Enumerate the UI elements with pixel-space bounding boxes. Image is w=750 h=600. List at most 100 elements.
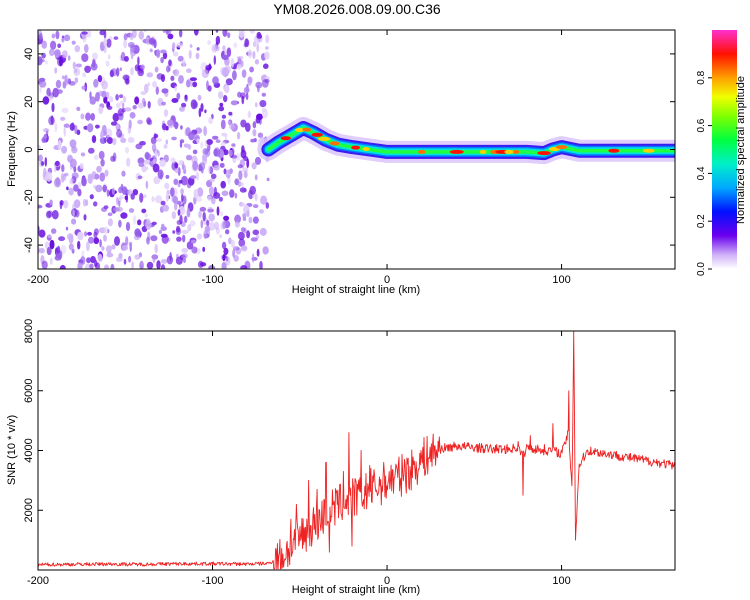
- noise-speckle: [200, 262, 207, 267]
- noise-speckle: [223, 149, 229, 156]
- noise-speckle: [100, 129, 104, 139]
- noise-speckle: [62, 200, 69, 209]
- noise-speckle: [76, 106, 81, 111]
- noise-speckle: [141, 208, 147, 214]
- noise-speckle: [124, 195, 128, 200]
- noise-speckle: [127, 41, 135, 48]
- noise-speckle: [155, 195, 163, 204]
- noise-speckle: [240, 265, 248, 269]
- noise-speckle: [183, 143, 190, 148]
- noise-speckle: [217, 91, 224, 99]
- noise-speckle: [251, 253, 255, 263]
- x-tick-label: -200: [27, 274, 49, 286]
- noise-speckle: [237, 231, 245, 241]
- noise-speckle: [95, 124, 100, 129]
- noise-speckle: [213, 45, 220, 52]
- noise-speckle: [188, 49, 192, 59]
- noise-speckle: [123, 56, 129, 62]
- noise-speckle: [137, 102, 145, 109]
- noise-speckle: [86, 257, 91, 264]
- noise-speckle: [176, 200, 181, 205]
- noise-speckle: [199, 206, 207, 212]
- noise-speckle: [145, 153, 152, 161]
- noise-speckle: [122, 245, 129, 251]
- noise-speckle: [125, 236, 129, 246]
- figure-title: YM08.2026.008.09.00.C36: [273, 1, 441, 17]
- noise-speckle: [177, 167, 181, 176]
- noise-speckle: [248, 216, 253, 224]
- noise-speckle: [68, 187, 74, 196]
- colorbar-tick-label: 0.0: [696, 262, 707, 276]
- noise-speckle: [160, 259, 168, 264]
- noise-speckle: [230, 239, 235, 248]
- noise-speckle: [240, 92, 246, 99]
- noise-speckle: [249, 66, 255, 73]
- noise-speckle: [95, 184, 103, 193]
- noise-speckle: [120, 137, 127, 143]
- noise-speckle: [76, 129, 81, 136]
- noise-speckle: [223, 247, 229, 256]
- noise-speckle: [60, 244, 67, 255]
- noise-speckle: [243, 171, 248, 179]
- noise-speckle: [60, 116, 66, 121]
- x-tick-label: -100: [202, 575, 224, 587]
- noise-speckle: [186, 241, 194, 250]
- noise-speckle: [245, 122, 251, 132]
- noise-speckle: [71, 40, 76, 45]
- noise-speckle: [191, 246, 198, 254]
- noise-speckle: [218, 196, 223, 202]
- y-tick-label: 4000: [23, 438, 35, 462]
- y-tick-label: -40: [23, 237, 35, 253]
- noise-speckle: [119, 100, 124, 105]
- y-tick-label: 6000: [23, 379, 35, 403]
- noise-speckle: [247, 49, 253, 59]
- noise-speckle: [206, 139, 213, 145]
- noise-speckle: [129, 112, 136, 119]
- noise-speckle: [105, 60, 110, 67]
- noise-speckle: [42, 96, 50, 105]
- noise-speckle: [261, 109, 268, 119]
- noise-speckle: [160, 200, 166, 206]
- noise-speckle: [184, 96, 188, 102]
- noise-speckle: [219, 234, 223, 239]
- noise-speckle: [254, 174, 258, 181]
- noise-speckle: [179, 106, 185, 112]
- noise-speckle: [57, 142, 62, 151]
- noise-speckle: [243, 42, 248, 48]
- noise-speckle: [181, 102, 187, 108]
- noise-speckle: [130, 52, 134, 60]
- noise-speckle: [265, 34, 270, 44]
- noise-speckle: [221, 241, 227, 250]
- noise-speckle: [220, 180, 226, 189]
- noise-speckle: [181, 229, 189, 234]
- noise-speckle: [263, 63, 269, 69]
- noise-speckle: [241, 69, 247, 78]
- noise-speckle: [116, 67, 120, 77]
- noise-speckle: [256, 34, 263, 39]
- noise-speckle: [242, 167, 249, 173]
- noise-speckle: [171, 136, 177, 141]
- noise-speckle: [153, 176, 161, 185]
- noise-speckle: [75, 209, 80, 218]
- noise-speckle: [207, 165, 211, 174]
- ridge-hotspot: [555, 145, 568, 150]
- noise-speckle: [116, 129, 123, 138]
- noise-speckle: [234, 192, 238, 199]
- noise-speckle: [110, 121, 118, 126]
- noise-speckle: [137, 175, 143, 180]
- noise-speckle: [155, 49, 161, 59]
- noise-speckle: [97, 75, 103, 83]
- noise-speckle: [147, 101, 151, 109]
- noise-speckle: [243, 188, 247, 193]
- spectrogram-plot-area: [38, 30, 675, 269]
- noise-speckle: [158, 229, 162, 235]
- noise-speckle: [81, 85, 86, 90]
- noise-speckle: [188, 131, 195, 141]
- noise-speckle: [89, 194, 94, 200]
- noise-speckle: [190, 239, 197, 244]
- noise-speckle: [236, 63, 242, 70]
- noise-speckle: [180, 125, 183, 130]
- noise-speckle: [160, 226, 167, 232]
- noise-speckle: [71, 122, 75, 131]
- noise-speckle: [156, 260, 161, 269]
